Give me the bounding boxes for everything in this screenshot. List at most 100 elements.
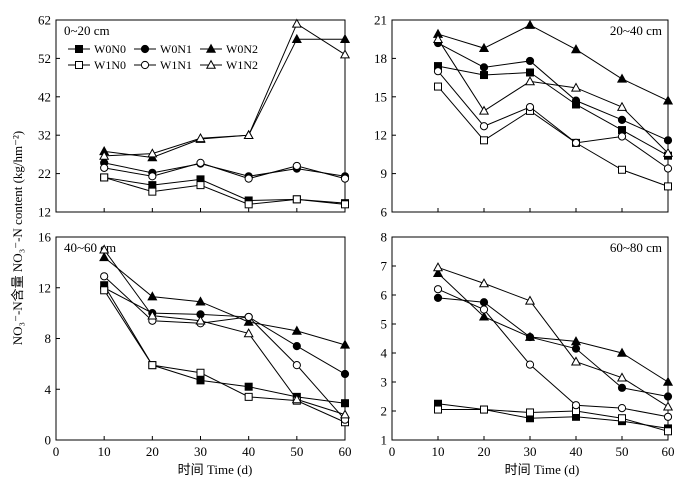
data-point xyxy=(525,56,535,66)
y-tick-label: 7 xyxy=(381,259,388,274)
y-tick-label: 9 xyxy=(381,166,388,181)
x-tick-label: 50 xyxy=(616,444,629,459)
data-point xyxy=(664,427,672,436)
data-point xyxy=(99,244,110,254)
data-point xyxy=(291,394,302,404)
legend-item: W1N0 xyxy=(68,58,126,72)
data-point xyxy=(292,361,301,370)
series-W1N1 xyxy=(100,158,350,183)
panel-label: 0~20 cm xyxy=(64,23,110,38)
data-point xyxy=(480,136,488,145)
data-point xyxy=(570,336,582,346)
series-W1N1 xyxy=(433,285,673,421)
data-point xyxy=(478,42,490,52)
data-point xyxy=(616,372,628,382)
series-W0N0 xyxy=(434,399,672,433)
y-tick-label: 3 xyxy=(381,375,388,390)
data-point xyxy=(243,316,254,326)
series-W1N1 xyxy=(433,67,673,173)
series-W0N2 xyxy=(99,251,351,349)
data-point xyxy=(339,49,351,59)
legend-label: W0N2 xyxy=(226,42,258,56)
data-point xyxy=(571,344,581,353)
y-tick-label: 5 xyxy=(381,317,388,332)
series-line xyxy=(437,288,669,418)
y-tick-label: 2 xyxy=(381,404,388,419)
x-axis-title-left: 时间 Time (d) xyxy=(178,462,253,477)
data-point xyxy=(663,164,673,173)
x-tick-label: 50 xyxy=(290,444,303,459)
y-tick-label: 32 xyxy=(38,128,51,143)
data-point xyxy=(244,382,253,391)
y-tick-label: 6 xyxy=(381,288,388,303)
data-point xyxy=(433,67,443,76)
data-point xyxy=(524,331,536,341)
legend: W0N0 W0N1 W0N2 W1N0 W1N1 W1N2 xyxy=(68,42,258,72)
y-tick-label: 8 xyxy=(45,331,52,346)
panel-label: 20~40 cm xyxy=(610,23,662,38)
legend-label: W1N1 xyxy=(160,58,192,72)
data-point xyxy=(244,174,253,183)
data-point xyxy=(479,298,489,307)
data-point xyxy=(100,272,109,281)
legend-marker xyxy=(75,61,83,69)
x-tick-label: 40 xyxy=(242,444,255,459)
y-tick-label: 62 xyxy=(38,13,51,28)
data-point xyxy=(244,392,253,401)
y-tick-label: 22 xyxy=(38,166,51,181)
x-tick-label: 60 xyxy=(662,444,675,459)
series-W0N0 xyxy=(100,281,349,408)
data-point xyxy=(244,312,253,322)
series-W0N2 xyxy=(99,33,351,162)
series-W0N1 xyxy=(433,293,673,401)
data-point xyxy=(480,405,488,414)
legend-item: W0N0 xyxy=(68,42,126,56)
series-line xyxy=(103,290,346,423)
data-point xyxy=(340,369,350,379)
data-point xyxy=(617,115,627,124)
y-tick-label: 1 xyxy=(381,433,388,448)
panel-label: 60~80 cm xyxy=(610,240,662,255)
data-point xyxy=(292,342,301,351)
series-W1N2 xyxy=(99,244,351,419)
data-point xyxy=(434,82,442,91)
data-point xyxy=(291,325,302,335)
data-point xyxy=(243,328,254,338)
legend-label: W0N0 xyxy=(94,42,126,56)
x-tick-label: 30 xyxy=(524,444,537,459)
data-point xyxy=(571,138,581,147)
y-tick-label: 16 xyxy=(38,230,52,245)
series-line xyxy=(437,403,669,429)
data-point xyxy=(662,147,674,157)
series-W1N0 xyxy=(100,173,349,209)
data-point xyxy=(524,76,536,86)
data-point xyxy=(339,409,351,419)
y-tick-label: 0 xyxy=(45,433,52,448)
y-tick-label: 18 xyxy=(374,51,387,66)
data-point xyxy=(617,383,627,392)
plot-frame xyxy=(391,19,669,213)
series-line xyxy=(104,176,346,205)
data-point xyxy=(195,132,206,143)
panel-0-20cm: 12 22 32 42 52 62 0~20 cm xyxy=(38,13,351,220)
series-line xyxy=(437,38,669,154)
y-tick-label: 12 xyxy=(374,128,387,143)
x-tick-label: 10 xyxy=(98,444,111,459)
series-line xyxy=(103,287,346,375)
legend-label: W1N2 xyxy=(226,58,258,72)
series-line xyxy=(103,284,346,404)
legend-item: W1N1 xyxy=(134,58,192,72)
legend-marker xyxy=(205,43,217,53)
plot-frame xyxy=(55,236,346,441)
data-point xyxy=(291,18,302,28)
data-point xyxy=(662,95,674,105)
data-point xyxy=(148,187,157,196)
data-point xyxy=(100,173,109,182)
data-point xyxy=(99,251,110,262)
series-W0N0 xyxy=(100,173,349,208)
x-axis-title-right: 时间 Time (d) xyxy=(505,462,580,477)
series-W1N2 xyxy=(432,262,674,411)
data-point xyxy=(148,172,157,181)
